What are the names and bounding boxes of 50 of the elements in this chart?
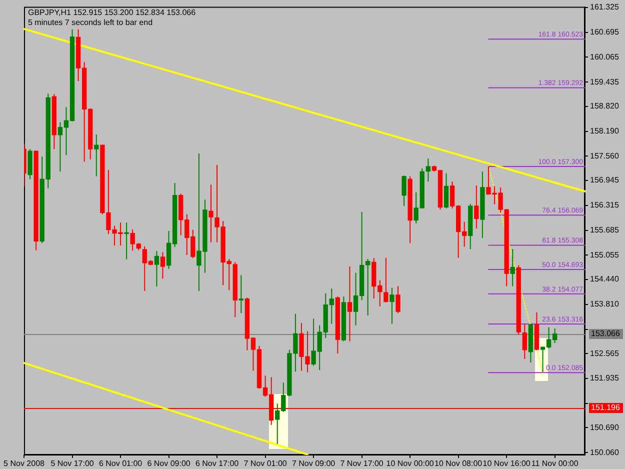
x-tick-label: 10 Nov 16:00 xyxy=(482,459,531,468)
x-tick-label: 6 Nov 17:00 xyxy=(195,459,240,468)
candlestick xyxy=(124,222,129,260)
candlestick xyxy=(366,258,370,316)
candlestick xyxy=(396,286,400,314)
candlestick xyxy=(510,248,515,287)
x-tick-label: 7 Nov 17:00 xyxy=(340,459,384,468)
x-tick-label: 11 Nov 00:00 xyxy=(531,459,579,468)
candlestick xyxy=(347,266,352,342)
y-tick-label: 159.435 xyxy=(590,77,620,86)
y-tick-label: 161.325 xyxy=(590,2,620,12)
candlestick xyxy=(208,184,214,243)
candlestick xyxy=(238,274,244,314)
y-tick-label: 150.690 xyxy=(590,422,620,432)
y-tick-label: 158.820 xyxy=(590,102,620,111)
x-tick-label: 10 Nov 08:00 xyxy=(434,459,483,468)
y-tick-label: 160.065 xyxy=(590,52,620,62)
candlestick xyxy=(390,287,394,324)
ref-line-label: 151.196 xyxy=(591,402,620,412)
candlestick xyxy=(160,252,166,280)
y-tick-label: 156.315 xyxy=(590,200,620,210)
candlestick xyxy=(402,175,406,206)
y-tick-label: 154.440 xyxy=(590,274,620,284)
candlestick xyxy=(522,324,528,360)
x-tick-label: 5 Nov 2008 xyxy=(4,459,46,468)
y-tick-label: 157.560 xyxy=(590,151,620,160)
x-tick-label: 6 Nov 01:00 xyxy=(98,459,143,468)
x-tick-label: 10 Nov 00:00 xyxy=(386,459,434,468)
candlestick xyxy=(474,184,479,230)
y-tick-label: 151.935 xyxy=(590,374,620,383)
text: 5 minutes 7 seconds left to bar end xyxy=(28,18,153,28)
y-tick-label: 152.565 xyxy=(590,348,620,358)
x-tick-label: 7 Nov 01:00 xyxy=(244,459,288,468)
candlestick xyxy=(444,172,449,209)
candlestick xyxy=(154,250,160,288)
x-tick-label: 6 Nov 09:00 xyxy=(147,459,191,468)
ref-line-label: 153.066 xyxy=(591,329,620,338)
x-tick-label: 5 Nov 17:00 xyxy=(50,459,94,468)
y-tick-label: 160.695 xyxy=(590,27,620,36)
y-tick-label: 158.190 xyxy=(590,126,620,136)
x-tick-label: 7 Nov 09:00 xyxy=(292,459,336,468)
y-tick-label: 155.685 xyxy=(590,226,620,235)
chart-title: GBPJPY,H1 152.915 153.200 152.834 153.066 xyxy=(28,8,196,18)
candlestick xyxy=(94,134,99,177)
y-tick-label: 153.810 xyxy=(590,300,620,309)
y-tick-label: 156.945 xyxy=(590,176,620,185)
y-tick-label: 150.060 xyxy=(590,448,620,457)
y-tick-label: 155.055 xyxy=(590,250,620,260)
candlestick xyxy=(384,257,388,303)
candlestick xyxy=(426,158,430,182)
